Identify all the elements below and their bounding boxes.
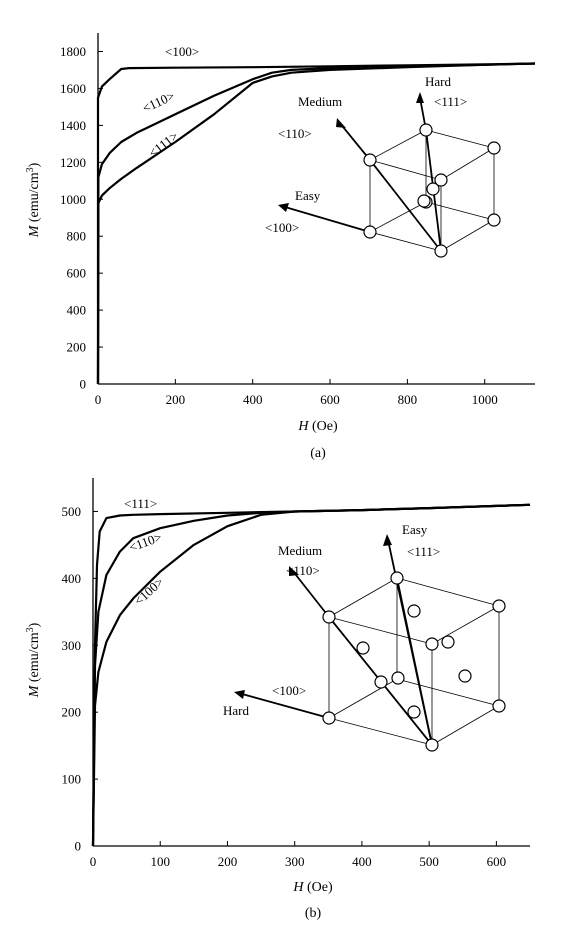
curve-label-110: <110> <box>140 88 177 116</box>
panel-caption: (b) <box>305 906 322 921</box>
panel-caption: (a) <box>310 446 326 461</box>
x-tick-label: 200 <box>218 854 238 869</box>
x-tick-label: 1000 <box>472 392 498 407</box>
y-tick-label: 1200 <box>60 155 86 170</box>
inset-111-label: <111> <box>434 94 467 109</box>
curve-label-100: <100> <box>165 44 199 59</box>
curve-label-111: <111> <box>146 128 181 160</box>
y-tick-label: 1600 <box>60 81 86 96</box>
y-tick-label: 500 <box>62 504 82 519</box>
series-line-110 <box>96 62 536 385</box>
y-tick-label: 100 <box>62 772 82 787</box>
y-tick-label: 1000 <box>60 192 86 207</box>
inset-hard-label: Hard <box>223 703 249 718</box>
curve-label-100: <100> <box>131 574 166 608</box>
x-axis-label: H (Oe) <box>292 880 333 895</box>
series-line-111 <box>96 62 536 385</box>
y-tick-label: 0 <box>75 839 82 854</box>
x-tick-label: 0 <box>90 854 97 869</box>
inset-111-label: <111> <box>407 544 440 559</box>
y-tick-label: 1400 <box>60 118 86 133</box>
curve-label-110: <110> <box>127 529 164 555</box>
y-tick-label: 0 <box>80 377 87 392</box>
x-tick-label: 800 <box>398 392 418 407</box>
x-tick-label: 600 <box>487 854 507 869</box>
panel-b: 0 100 200 300 400 500 600 0 100 200 300 400 500 M (e… <box>25 478 531 921</box>
x-tick-label: 400 <box>243 392 263 407</box>
inset-hard-label: Hard <box>425 74 451 89</box>
curve-label-111: <111> <box>124 496 157 511</box>
inset-110-label: <110> <box>278 126 312 141</box>
x-tick-label: 200 <box>166 392 186 407</box>
y-tick-label: 600 <box>67 266 87 281</box>
inset-110-label: <110> <box>286 563 320 578</box>
series-line-100 <box>96 62 536 384</box>
x-tick-label: 0 <box>95 392 102 407</box>
inset-100-label: <100> <box>265 220 299 235</box>
x-tick-label: 400 <box>352 854 372 869</box>
x-axis-label: H (Oe) <box>297 419 338 434</box>
crystal-inset <box>278 92 501 258</box>
x-tick-label: 500 <box>419 854 439 869</box>
y-tick-label: 200 <box>67 340 87 355</box>
series-line-100 <box>91 503 531 847</box>
inset-medium-label: Medium <box>298 94 342 109</box>
y-tick-label: 200 <box>62 705 82 720</box>
crystal-inset <box>234 534 506 752</box>
y-tick-label: 800 <box>67 229 87 244</box>
x-tick-label: 100 <box>150 854 170 869</box>
inset-medium-label: Medium <box>278 543 322 558</box>
y-axis-label: M (emu/cm3) <box>25 162 42 238</box>
y-axis-label: M (emu/cm3) <box>25 622 42 698</box>
y-tick-label: 400 <box>67 303 87 318</box>
x-tick-label: 300 <box>285 854 305 869</box>
inset-easy-label: Easy <box>295 188 321 203</box>
x-tick-label: 600 <box>320 392 340 407</box>
panel-a: 0 200 400 600 800 1000 0 200 400 600 800 1000 1200 14… <box>25 33 536 461</box>
inset-easy-label: Easy <box>402 522 428 537</box>
y-tick-label: 1800 <box>60 44 86 59</box>
y-tick-label: 300 <box>62 638 82 653</box>
y-tick-label: 400 <box>62 571 82 586</box>
inset-100-label: <100> <box>272 683 306 698</box>
